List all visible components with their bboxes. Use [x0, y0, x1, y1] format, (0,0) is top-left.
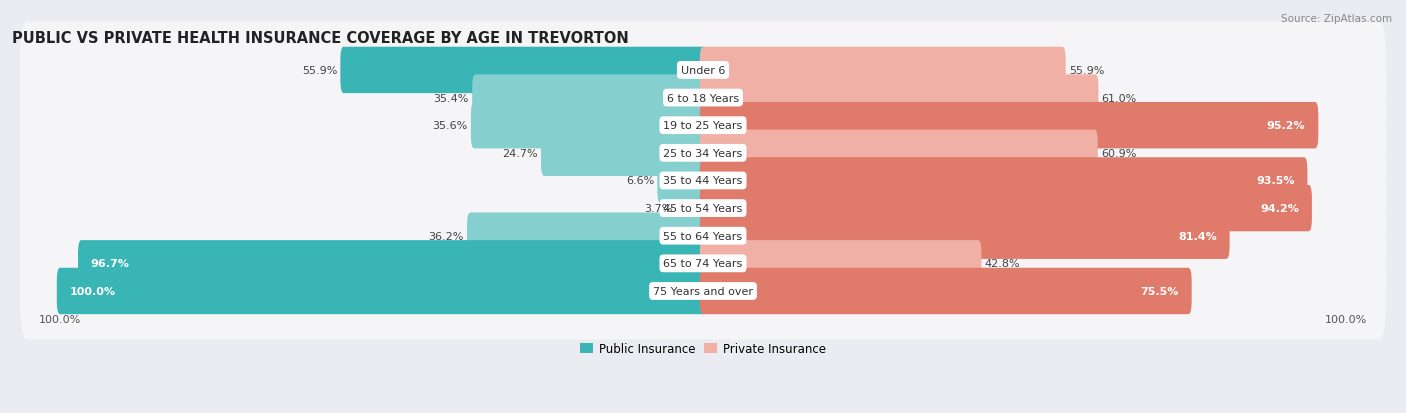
Text: 42.8%: 42.8%	[984, 259, 1021, 269]
FancyBboxPatch shape	[20, 105, 1386, 202]
FancyBboxPatch shape	[541, 130, 706, 177]
Text: 19 to 25 Years: 19 to 25 Years	[664, 121, 742, 131]
Text: 95.2%: 95.2%	[1267, 121, 1306, 131]
FancyBboxPatch shape	[700, 130, 1098, 177]
FancyBboxPatch shape	[340, 47, 706, 94]
Text: 25 to 34 Years: 25 to 34 Years	[664, 148, 742, 159]
FancyBboxPatch shape	[700, 75, 1098, 121]
Text: 55.9%: 55.9%	[302, 66, 337, 76]
FancyBboxPatch shape	[20, 22, 1386, 119]
Text: 35.6%: 35.6%	[433, 121, 468, 131]
Text: 45 to 54 Years: 45 to 54 Years	[664, 204, 742, 214]
FancyBboxPatch shape	[20, 243, 1386, 340]
FancyBboxPatch shape	[700, 103, 1319, 149]
FancyBboxPatch shape	[20, 160, 1386, 257]
Text: 6.6%: 6.6%	[626, 176, 654, 186]
Text: 61.0%: 61.0%	[1102, 93, 1137, 103]
FancyBboxPatch shape	[658, 158, 706, 204]
FancyBboxPatch shape	[77, 240, 706, 287]
Text: PUBLIC VS PRIVATE HEALTH INSURANCE COVERAGE BY AGE IN TREVORTON: PUBLIC VS PRIVATE HEALTH INSURANCE COVER…	[13, 31, 628, 46]
Text: 3.7%: 3.7%	[644, 204, 673, 214]
FancyBboxPatch shape	[56, 268, 706, 314]
FancyBboxPatch shape	[20, 188, 1386, 285]
FancyBboxPatch shape	[471, 103, 706, 149]
Text: 36.2%: 36.2%	[429, 231, 464, 241]
Legend: Public Insurance, Private Insurance: Public Insurance, Private Insurance	[575, 337, 831, 360]
Text: 55.9%: 55.9%	[1069, 66, 1104, 76]
FancyBboxPatch shape	[20, 215, 1386, 312]
FancyBboxPatch shape	[700, 213, 1230, 259]
FancyBboxPatch shape	[20, 50, 1386, 147]
FancyBboxPatch shape	[472, 75, 706, 121]
Text: 60.9%: 60.9%	[1101, 148, 1136, 159]
FancyBboxPatch shape	[20, 133, 1386, 230]
Text: 96.7%: 96.7%	[91, 259, 129, 269]
Text: 94.2%: 94.2%	[1260, 204, 1299, 214]
FancyBboxPatch shape	[700, 47, 1066, 94]
FancyBboxPatch shape	[20, 77, 1386, 174]
FancyBboxPatch shape	[700, 240, 981, 287]
Text: 24.7%: 24.7%	[502, 148, 537, 159]
Text: 81.4%: 81.4%	[1178, 231, 1216, 241]
Text: 35.4%: 35.4%	[433, 93, 470, 103]
FancyBboxPatch shape	[700, 185, 1312, 232]
Text: Source: ZipAtlas.com: Source: ZipAtlas.com	[1281, 14, 1392, 24]
Text: 93.5%: 93.5%	[1256, 176, 1295, 186]
FancyBboxPatch shape	[700, 158, 1308, 204]
Text: 100.0%: 100.0%	[70, 286, 115, 296]
Text: 75 Years and over: 75 Years and over	[652, 286, 754, 296]
Text: 35 to 44 Years: 35 to 44 Years	[664, 176, 742, 186]
Text: Under 6: Under 6	[681, 66, 725, 76]
Text: 55 to 64 Years: 55 to 64 Years	[664, 231, 742, 241]
Text: 75.5%: 75.5%	[1140, 286, 1178, 296]
FancyBboxPatch shape	[700, 268, 1192, 314]
Text: 65 to 74 Years: 65 to 74 Years	[664, 259, 742, 269]
FancyBboxPatch shape	[676, 185, 706, 232]
Text: 6 to 18 Years: 6 to 18 Years	[666, 93, 740, 103]
FancyBboxPatch shape	[467, 213, 706, 259]
